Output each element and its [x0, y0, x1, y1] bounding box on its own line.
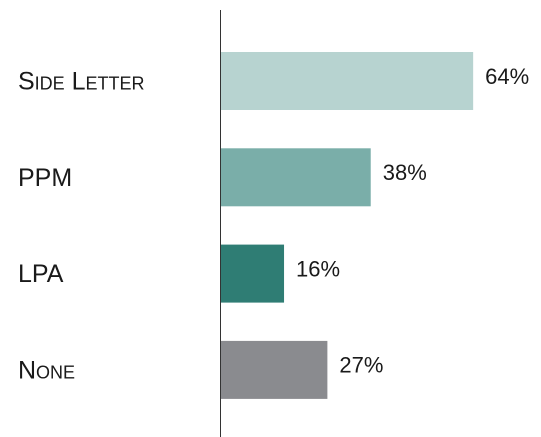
- category-label: LPA: [18, 260, 64, 288]
- category-label: Side Letter: [18, 68, 145, 96]
- value-label: 64%: [485, 64, 529, 89]
- category-label: None: [18, 357, 75, 385]
- bar: [221, 340, 328, 399]
- value-label: 16%: [296, 256, 340, 281]
- bar: [221, 148, 371, 207]
- value-label: 27%: [339, 353, 383, 378]
- category-label: PPM: [18, 164, 72, 192]
- value-label: 38%: [383, 160, 427, 185]
- bar: [221, 52, 474, 110]
- bar: [221, 244, 285, 303]
